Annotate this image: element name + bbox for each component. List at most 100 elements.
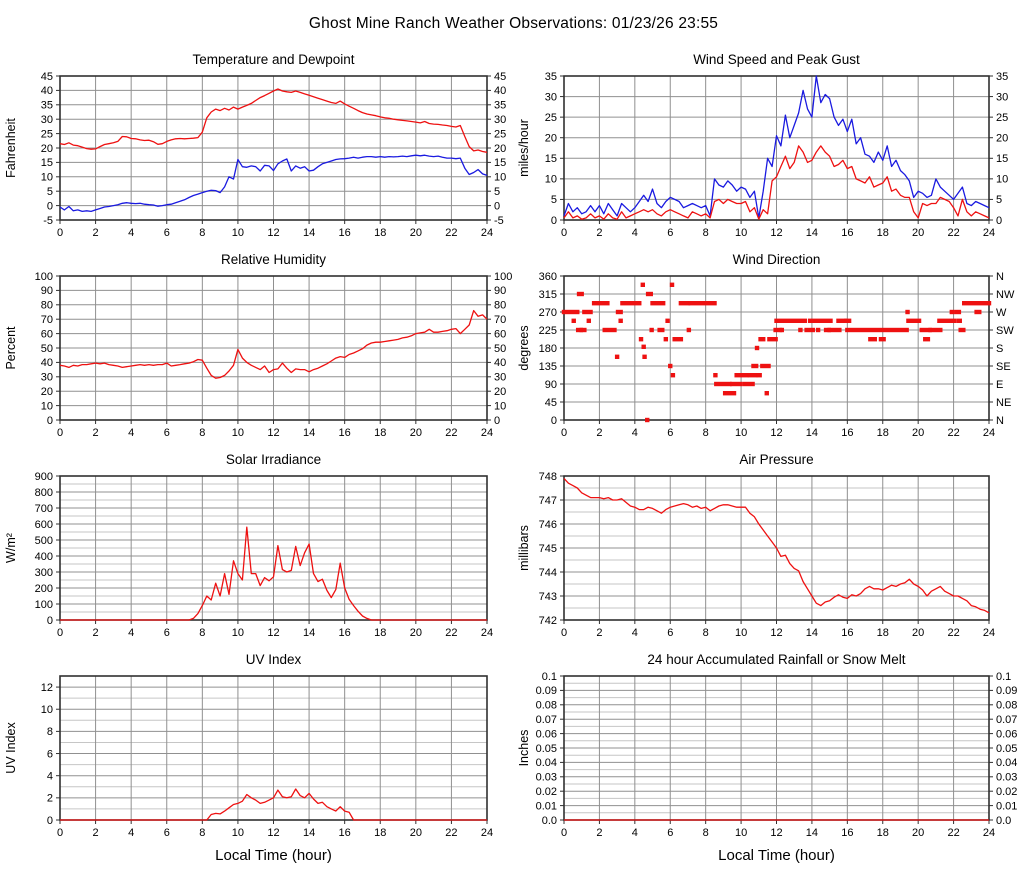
x-tick-label: 2 bbox=[596, 427, 602, 439]
y-tick-label: 225 bbox=[539, 325, 557, 337]
x-tick-label: 0 bbox=[561, 627, 567, 639]
x-tick-label: 0 bbox=[57, 227, 63, 239]
x-tick-label: 20 bbox=[410, 227, 422, 239]
y-tick-label: 20 bbox=[41, 386, 53, 398]
series-wind-speed bbox=[563, 145, 990, 220]
y-tick-label: -5 bbox=[43, 215, 53, 227]
y-tick-label-right: N bbox=[996, 271, 1004, 283]
x-tick-label: 8 bbox=[199, 227, 205, 239]
series-peak-gust bbox=[563, 75, 990, 219]
x-tick-label: 16 bbox=[339, 827, 351, 839]
scatter-run bbox=[804, 327, 816, 333]
x-tick-label: 16 bbox=[841, 627, 853, 639]
x-tick-label: 12 bbox=[770, 427, 782, 439]
x-tick-label: 14 bbox=[806, 827, 818, 839]
scatter-run bbox=[760, 363, 771, 369]
y-tick-label: 50 bbox=[41, 343, 53, 355]
scatter-run bbox=[649, 327, 654, 333]
y-tick-label: 0 bbox=[47, 615, 53, 627]
scatter-run bbox=[949, 309, 955, 315]
y-tick-label-right: 60 bbox=[494, 328, 506, 340]
x-tick-label: 8 bbox=[703, 627, 709, 639]
scatter-run bbox=[586, 318, 591, 323]
x-tick-label: 22 bbox=[947, 827, 959, 839]
x-tick-label: 24 bbox=[983, 227, 995, 239]
x-tick-label: 18 bbox=[877, 227, 889, 239]
x-tick-label: 20 bbox=[912, 227, 924, 239]
y-tick-label: 100 bbox=[35, 599, 53, 611]
scatter-run bbox=[668, 363, 673, 369]
scatter-run bbox=[641, 344, 646, 349]
x-tick-label: 16 bbox=[841, 427, 853, 439]
y-tick-label-right: 20 bbox=[494, 386, 506, 398]
x-tick-label: 0 bbox=[57, 427, 63, 439]
y-tick-label-right: 10 bbox=[494, 400, 506, 412]
x-tick-label: 18 bbox=[877, 827, 889, 839]
x-tick-label: 8 bbox=[703, 227, 709, 239]
y-tick-label: 5 bbox=[551, 194, 557, 206]
y-tick-label: 180 bbox=[539, 343, 557, 355]
y-tick-label: 0.08 bbox=[536, 700, 557, 712]
x-tick-label: 24 bbox=[481, 227, 493, 239]
y-tick-label-right: 15 bbox=[996, 153, 1008, 165]
y-tick-label: 2 bbox=[47, 793, 53, 805]
scatter-run bbox=[678, 301, 691, 306]
x-tick-label: 6 bbox=[164, 227, 170, 239]
scatter-run bbox=[686, 327, 692, 333]
y-tick-label: 60 bbox=[41, 328, 53, 340]
scatter-run bbox=[575, 327, 584, 333]
y-tick-label: 0.0 bbox=[542, 815, 557, 827]
y-tick-label-right: 0 bbox=[996, 215, 1002, 227]
y-axis-title: millibars bbox=[517, 525, 531, 571]
x-tick-label: 0 bbox=[57, 827, 63, 839]
x-tick-label: 16 bbox=[339, 427, 351, 439]
scatter-run bbox=[591, 301, 610, 306]
chart-panel-air-pressure: 742 743 744 745 746 747 748 0 2 4 6 8 10 12 14 16 18 20 22… bbox=[513, 448, 1027, 648]
chart-title: Wind Direction bbox=[733, 252, 821, 267]
scatter-run bbox=[602, 327, 617, 333]
x-tick-label: 14 bbox=[303, 427, 315, 439]
y-tick-label-right: 10 bbox=[996, 174, 1008, 186]
y-tick-label-right: E bbox=[996, 379, 1003, 391]
scatter-run bbox=[645, 417, 650, 423]
y-tick-label-right: 40 bbox=[494, 85, 506, 97]
x-tick-label: 0 bbox=[57, 627, 63, 639]
scatter-run bbox=[714, 381, 732, 387]
scatter-run bbox=[962, 301, 992, 306]
scatter-run bbox=[614, 354, 620, 359]
y-tick-label-right: 0.03 bbox=[996, 772, 1017, 784]
y-tick-label-right: 0.04 bbox=[996, 757, 1017, 769]
x-tick-label: 12 bbox=[770, 227, 782, 239]
x-tick-label: 10 bbox=[735, 627, 747, 639]
scatter-run bbox=[645, 291, 653, 297]
y-tick-label-right: NW bbox=[996, 289, 1015, 301]
y-tick-label-right: 0.02 bbox=[996, 786, 1017, 798]
y-tick-label: 743 bbox=[539, 591, 557, 603]
y-tick-label: 45 bbox=[41, 71, 53, 83]
y-tick-label: 0 bbox=[551, 415, 557, 427]
y-tick-label-right: 0.0 bbox=[996, 815, 1011, 827]
scatter-run bbox=[620, 301, 642, 306]
scatter-run bbox=[576, 291, 584, 297]
y-tick-label: 35 bbox=[41, 100, 53, 112]
x-tick-label: 22 bbox=[445, 627, 457, 639]
scatter-run bbox=[906, 318, 922, 323]
x-axis-title: Local Time (hour) bbox=[215, 847, 332, 864]
y-tick-label-right: 0.08 bbox=[996, 700, 1017, 712]
y-tick-label: 135 bbox=[539, 361, 557, 373]
scatter-run bbox=[868, 337, 877, 342]
x-tick-label: 24 bbox=[983, 627, 995, 639]
scatter-run bbox=[756, 373, 762, 378]
y-tick-label: 25 bbox=[545, 112, 557, 124]
x-tick-label: 18 bbox=[877, 627, 889, 639]
scatter-run bbox=[773, 327, 783, 333]
y-tick-label: 748 bbox=[539, 471, 557, 483]
y-tick-label: 30 bbox=[545, 91, 557, 103]
x-tick-label: 0 bbox=[561, 427, 567, 439]
y-tick-label: 15 bbox=[545, 153, 557, 165]
y-tick-label-right: N bbox=[996, 415, 1004, 427]
x-tick-label: 22 bbox=[947, 227, 959, 239]
scatter-run bbox=[774, 318, 808, 323]
chart-panel-solar-irradiance: 0 100 200 300 400 500 600 700 800 900 0 2 4 6 8 10 12 14 1… bbox=[0, 448, 513, 648]
